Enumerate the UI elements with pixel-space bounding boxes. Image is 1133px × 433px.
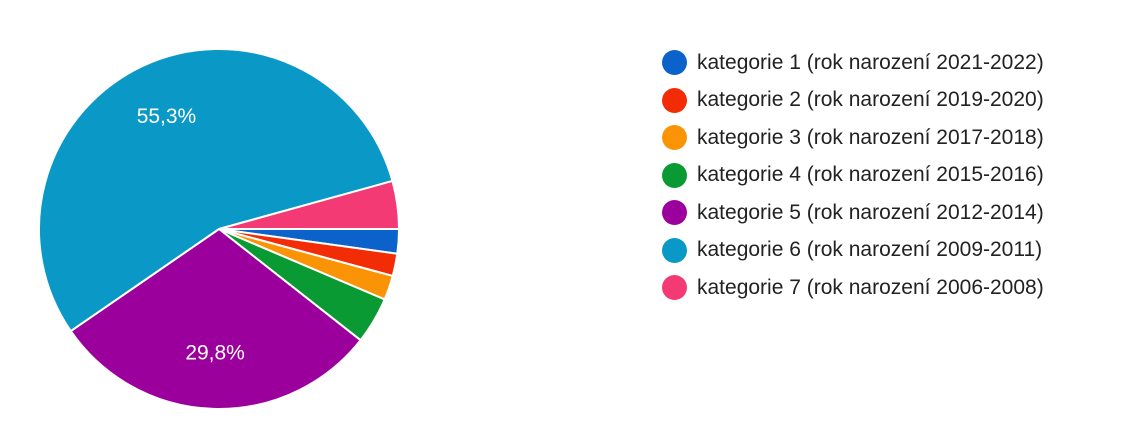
legend-item-4[interactable]: kategorie 4 (rok narození 2015-2016)	[662, 157, 1044, 195]
legend-item-7[interactable]: kategorie 7 (rok narození 2006-2008)	[662, 269, 1044, 307]
pie-slice-5[interactable]	[69, 228, 362, 410]
legend-label: kategorie 4 (rok narození 2015-2016)	[697, 163, 1044, 187]
legend-swatch-icon	[662, 237, 687, 263]
legend-label: kategorie 6 (rok narození 2009-2011)	[697, 238, 1043, 262]
legend-label: kategorie 5 (rok narození 2012-2014)	[697, 200, 1044, 224]
legend: kategorie 1 (rok narození 2021-2022) kate…	[662, 44, 1044, 307]
pie-data-labels: 29,8% 55,3%	[137, 105, 245, 365]
legend-swatch-icon	[662, 162, 687, 188]
legend-label: kategorie 2 (rok narození 2019-2020)	[697, 88, 1044, 112]
legend-swatch-icon	[662, 125, 687, 151]
legend-label: kategorie 7 (rok narození 2006-2008)	[697, 275, 1044, 299]
legend-swatch-icon	[662, 50, 687, 76]
legend-swatch-icon	[662, 200, 687, 226]
legend-label: kategorie 3 (rok narození 2017-2018)	[697, 125, 1044, 149]
legend-swatch-icon	[662, 87, 687, 113]
pie-slice-6[interactable]	[38, 47, 394, 333]
pie-plot-area: 29,8% 55,3%	[38, 47, 400, 410]
pie-slice-7[interactable]	[218, 179, 400, 230]
pie-slices	[38, 47, 400, 410]
legend-label: kategorie 1 (rok narození 2021-2022)	[697, 50, 1044, 74]
legend-item-3[interactable]: kategorie 3 (rok narození 2017-2018)	[662, 119, 1044, 157]
legend-item-5[interactable]: kategorie 5 (rok narození 2012-2014)	[662, 194, 1044, 232]
data-label-slice-5: 29,8%	[185, 342, 245, 365]
data-label-slice-6: 55,3%	[137, 105, 197, 128]
legend-item-6[interactable]: kategorie 6 (rok narození 2009-2011)	[662, 232, 1044, 270]
legend-item-2[interactable]: kategorie 2 (rok narození 2019-2020)	[662, 82, 1044, 120]
legend-item-1[interactable]: kategorie 1 (rok narození 2021-2022)	[662, 44, 1044, 82]
legend-swatch-icon	[662, 275, 687, 301]
